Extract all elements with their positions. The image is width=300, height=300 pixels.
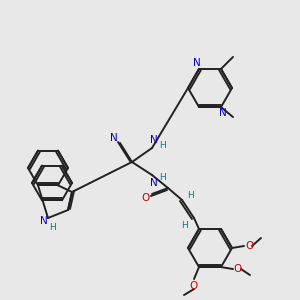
Text: H: H: [159, 172, 165, 182]
Text: H: H: [159, 142, 165, 151]
Text: N: N: [193, 58, 201, 68]
Text: O: O: [245, 241, 253, 251]
Text: O: O: [234, 264, 242, 274]
Text: H: H: [49, 224, 56, 232]
Text: N: N: [150, 135, 158, 145]
Text: N: N: [40, 216, 48, 226]
Text: H: H: [187, 190, 194, 200]
Text: N: N: [219, 108, 227, 118]
Text: O: O: [190, 281, 198, 291]
Text: H: H: [181, 220, 188, 230]
Text: N: N: [110, 133, 118, 143]
Text: N: N: [150, 178, 158, 188]
Text: O: O: [142, 193, 150, 203]
